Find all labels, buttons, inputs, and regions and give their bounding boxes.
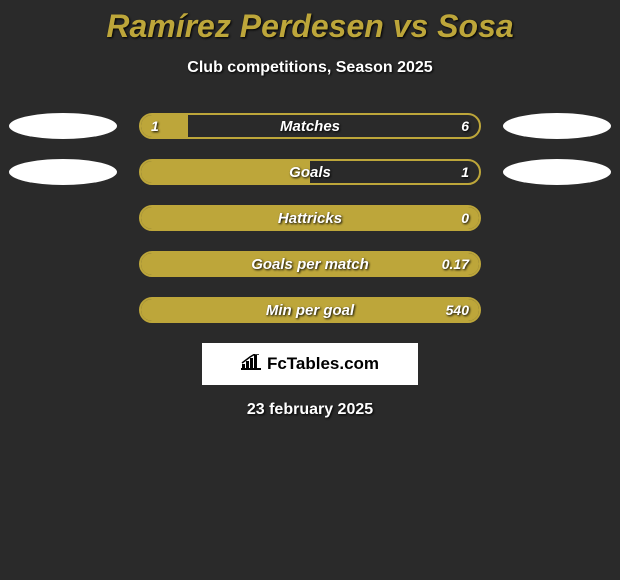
stat-row: Hattricks0: [0, 205, 620, 231]
stat-row: 1Matches6: [0, 113, 620, 139]
avatar-placeholder: [9, 251, 117, 277]
avatar-placeholder: [9, 297, 117, 323]
stat-value-right: 6: [461, 115, 469, 137]
comparison-container: Ramírez Perdesen vs Sosa Club competitio…: [0, 0, 620, 419]
stat-row: Min per goal540: [0, 297, 620, 323]
avatar-placeholder: [503, 297, 611, 323]
stat-label: Min per goal: [141, 299, 479, 321]
chart-icon: [241, 354, 261, 375]
page-title: Ramírez Perdesen vs Sosa: [0, 8, 620, 45]
stat-label: Hattricks: [141, 207, 479, 229]
stat-value-right: 0: [461, 207, 469, 229]
stats-rows: 1Matches6Goals1Hattricks0Goals per match…: [0, 113, 620, 323]
player-avatar-right: [503, 159, 611, 185]
stat-bar: Hattricks0: [139, 205, 481, 231]
stat-label: Goals per match: [141, 253, 479, 275]
stat-bar: 1Matches6: [139, 113, 481, 139]
stat-value-right: 540: [446, 299, 469, 321]
stat-row: Goals per match0.17: [0, 251, 620, 277]
stat-row: Goals1: [0, 159, 620, 185]
avatar-placeholder: [503, 205, 611, 231]
avatar-placeholder: [503, 251, 611, 277]
page-subtitle: Club competitions, Season 2025: [0, 59, 620, 77]
avatar-placeholder: [9, 205, 117, 231]
player-avatar-left: [9, 113, 117, 139]
stat-bar: Goals per match0.17: [139, 251, 481, 277]
logo-text: FcTables.com: [241, 354, 379, 375]
stat-label: Goals: [141, 161, 479, 183]
logo-box[interactable]: FcTables.com: [202, 343, 418, 385]
player-avatar-right: [503, 113, 611, 139]
stat-bar: Goals1: [139, 159, 481, 185]
logo-label: FcTables.com: [267, 354, 379, 374]
stat-bar: Min per goal540: [139, 297, 481, 323]
stat-value-right: 0.17: [442, 253, 469, 275]
player-avatar-left: [9, 159, 117, 185]
stat-label: Matches: [141, 115, 479, 137]
date-label: 23 february 2025: [0, 401, 620, 419]
stat-value-right: 1: [461, 161, 469, 183]
